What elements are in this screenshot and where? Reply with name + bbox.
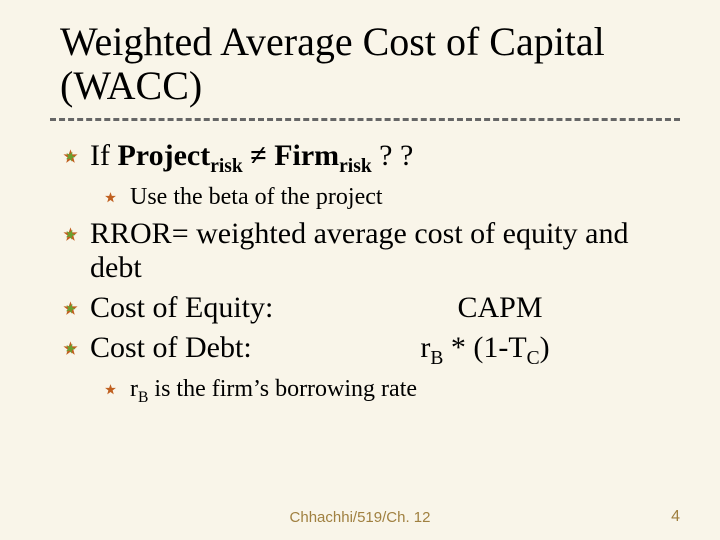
bullet-5: Cost of Debt: rB * (1-TC)	[60, 331, 680, 370]
star-icon	[100, 191, 120, 204]
bullet-4: Cost of Equity: CAPM	[60, 291, 680, 325]
star-icon	[100, 383, 120, 396]
star-icon	[60, 340, 80, 357]
footer-center: Chhachhi/519/Ch. 12	[0, 509, 720, 526]
bullet-6: rB is the firm’s borrowing rate	[100, 376, 680, 407]
bullet-3-text: RROR= weighted average cost of equity an…	[90, 217, 650, 285]
slide-title: Weighted Average Cost of Capital (WACC)	[60, 20, 680, 108]
title-divider	[50, 118, 680, 121]
footer-page-number: 4	[671, 508, 680, 526]
bullet-3: RROR= weighted average cost of equity an…	[60, 217, 680, 285]
bullet-6-text: rB is the firm’s borrowing rate	[130, 376, 417, 407]
bullet-5-text: Cost of Debt: rB * (1-TC)	[90, 331, 650, 370]
star-icon	[60, 300, 80, 317]
star-icon	[60, 226, 80, 243]
star-icon	[60, 148, 80, 165]
bullet-1: If Projectrisk ≠ Firmrisk ? ?	[60, 139, 680, 178]
bullet-1-text: If Projectrisk ≠ Firmrisk ? ?	[90, 139, 413, 178]
bullet-4-text: Cost of Equity: CAPM	[90, 291, 650, 325]
bullet-2-text: Use the beta of the project	[130, 184, 383, 211]
bullet-2: Use the beta of the project	[100, 184, 680, 211]
